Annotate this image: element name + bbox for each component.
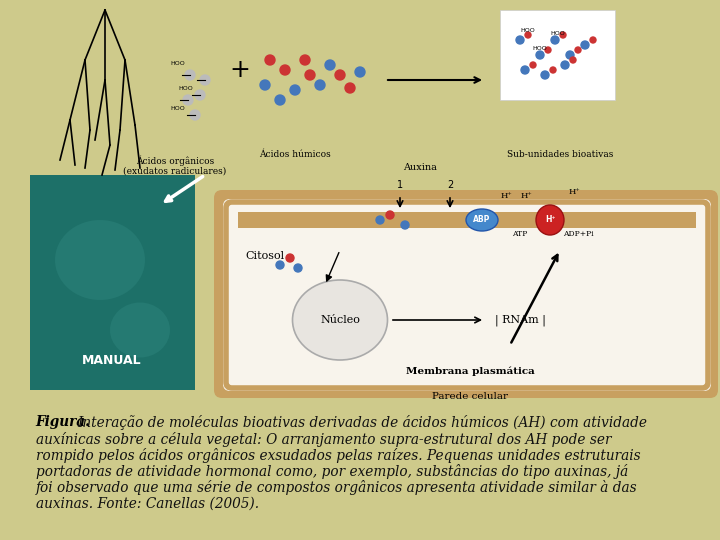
Circle shape [545,47,551,53]
Text: HOO: HOO [170,61,185,66]
Circle shape [590,37,596,43]
Ellipse shape [466,209,498,231]
Circle shape [551,36,559,44]
Circle shape [280,65,290,75]
Circle shape [294,264,302,272]
Circle shape [386,211,394,219]
Text: Parede celular: Parede celular [432,392,508,401]
Circle shape [345,83,355,93]
Text: HOO: HOO [179,86,193,91]
Text: H⁺: H⁺ [568,188,580,196]
Circle shape [530,62,536,68]
Text: portadoras de atividade hormonal como, por exemplo, substâncias do tipo auxinas,: portadoras de atividade hormonal como, p… [36,464,628,479]
Circle shape [200,75,210,85]
Text: foi observado que uma série de compostos orgânicos apresenta atividade similar à: foi observado que uma série de compostos… [36,480,637,495]
Ellipse shape [55,220,145,300]
Circle shape [290,85,300,95]
Text: 2: 2 [447,180,453,190]
Circle shape [183,95,193,105]
Text: auxinas. Fonte: Canellas (2005).: auxinas. Fonte: Canellas (2005). [36,496,259,510]
Text: H⁺: H⁺ [545,215,555,225]
Circle shape [355,67,365,77]
Circle shape [276,261,284,269]
Text: Ácidos orgânicos
(exudatos radiculares): Ácidos orgânicos (exudatos radiculares) [123,155,227,176]
Circle shape [525,32,531,38]
Circle shape [335,70,345,80]
Text: 1: 1 [397,180,403,190]
Text: H⁺: H⁺ [520,192,532,200]
Text: ATP: ATP [513,230,528,238]
Circle shape [286,254,294,262]
Text: MANUAL: MANUAL [82,354,142,367]
Text: Auxina: Auxina [403,163,437,172]
Circle shape [570,57,576,63]
Text: auxínicas sobre a célula vegetal: O arranjamento supra-estrutural dos AH pode se: auxínicas sobre a célula vegetal: O arra… [36,431,611,447]
Text: Figura.: Figura. [36,415,91,429]
FancyBboxPatch shape [223,199,711,391]
Circle shape [265,55,275,65]
Text: +: + [230,58,251,82]
Circle shape [401,221,409,229]
Text: H⁺: H⁺ [500,192,512,200]
Ellipse shape [292,280,387,360]
Ellipse shape [110,302,170,357]
Circle shape [185,70,195,80]
Circle shape [325,60,335,70]
Circle shape [575,47,581,53]
Circle shape [536,51,544,59]
Circle shape [550,67,556,73]
Text: Ácidos húmicos: Ácidos húmicos [259,150,331,159]
Text: rompido pelos ácidos orgânicos exsudados pelas raízes. Pequenas unidades estrutu: rompido pelos ácidos orgânicos exsudados… [36,448,640,463]
Text: HOO: HOO [532,46,546,51]
Text: Membrana plasmática: Membrana plasmática [405,367,534,376]
Circle shape [581,41,589,49]
Text: | RNAm |: | RNAm | [495,314,546,326]
Circle shape [521,66,529,74]
Circle shape [561,61,569,69]
Text: Citosol: Citosol [245,251,284,261]
Circle shape [560,32,566,38]
Text: ADP+Pi: ADP+Pi [563,230,593,238]
Bar [500,10,615,100]
Circle shape [376,216,384,224]
Circle shape [315,80,325,90]
Text: HOO: HOO [170,106,185,111]
Bar [238,212,696,228]
Text: Interação de moléculas bioativas derivadas de ácidos húmicos (AH) com atividade: Interação de moléculas bioativas derivad… [78,415,647,430]
Circle shape [541,71,549,79]
Circle shape [260,80,270,90]
Bar [30,175,195,390]
Text: Núcleo: Núcleo [320,315,360,325]
Text: ABP: ABP [473,215,491,225]
Text: HOO: HOO [550,31,564,36]
Circle shape [275,95,285,105]
FancyBboxPatch shape [214,190,718,398]
Text: Sub-unidades bioativas: Sub-unidades bioativas [507,150,613,159]
Circle shape [190,110,200,120]
Circle shape [566,51,574,59]
Ellipse shape [536,205,564,235]
Circle shape [300,55,310,65]
Circle shape [195,90,205,100]
Text: HOO: HOO [520,28,535,33]
Circle shape [305,70,315,80]
Circle shape [516,36,524,44]
